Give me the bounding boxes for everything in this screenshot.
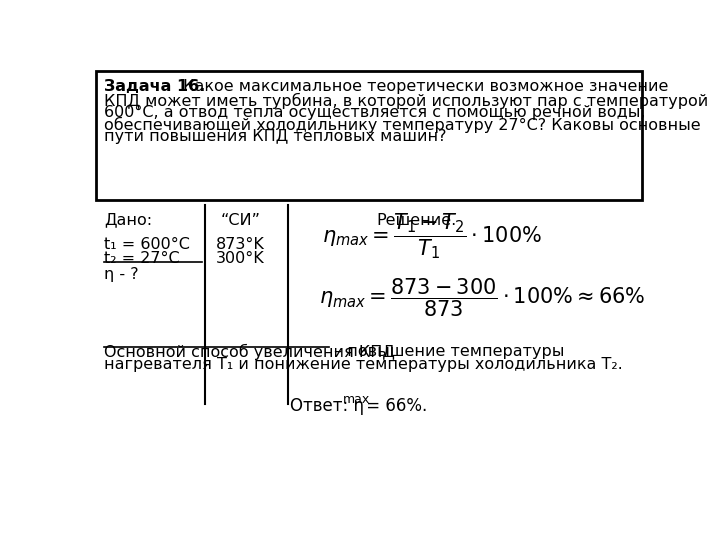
- Text: Задача 16.: Задача 16.: [104, 79, 205, 94]
- Text: = 66%.: = 66%.: [361, 397, 428, 415]
- Text: обеспечивающей холодильнику температуру 27°С? Каковы основные: обеспечивающей холодильнику температуру …: [104, 117, 701, 133]
- Text: нагревателя T₁ и понижение температуры холодильника T₂.: нагревателя T₁ и понижение температуры х…: [104, 357, 623, 373]
- Text: “СИ”: “СИ”: [220, 213, 260, 228]
- Text: 300°K: 300°K: [215, 251, 264, 266]
- Text: Решение.: Решение.: [377, 213, 457, 228]
- Text: 600°С, а отвод тепла осуществляется с помощью речной воды,: 600°С, а отвод тепла осуществляется с по…: [104, 105, 645, 120]
- Text: $\eta_{max} = \dfrac{873 - 300}{873} \cdot 100\% \approx 66\%$: $\eta_{max} = \dfrac{873 - 300}{873} \cd…: [319, 277, 645, 319]
- Text: t₁ = 600°С: t₁ = 600°С: [104, 237, 190, 252]
- Text: Дано:: Дано:: [104, 213, 152, 228]
- Text: 873°K: 873°K: [215, 237, 264, 252]
- Text: η - ?: η - ?: [104, 267, 138, 281]
- Text: $\eta_{max} = \dfrac{T_1 - T_2}{T_1} \cdot 100\%$: $\eta_{max} = \dfrac{T_1 - T_2}{T_1} \cd…: [323, 211, 543, 261]
- Text: Какое максимальное теоретически возможное значение: Какое максимальное теоретически возможно…: [178, 79, 668, 94]
- Text: max: max: [343, 393, 370, 406]
- Text: Ответ: η: Ответ: η: [290, 397, 364, 415]
- Text: пути повышения КПД тепловых машин?: пути повышения КПД тепловых машин?: [104, 130, 446, 145]
- Text: КПД может иметь турбина, в которой используют пар с температурой: КПД может иметь турбина, в которой испол…: [104, 92, 708, 109]
- Text: Основной способ увеличения КПД: Основной способ увеличения КПД: [104, 343, 395, 360]
- Text: t₂ = 27°С: t₂ = 27°С: [104, 251, 179, 266]
- Text: – повышение температуры: – повышение температуры: [329, 343, 564, 359]
- FancyBboxPatch shape: [96, 71, 642, 200]
